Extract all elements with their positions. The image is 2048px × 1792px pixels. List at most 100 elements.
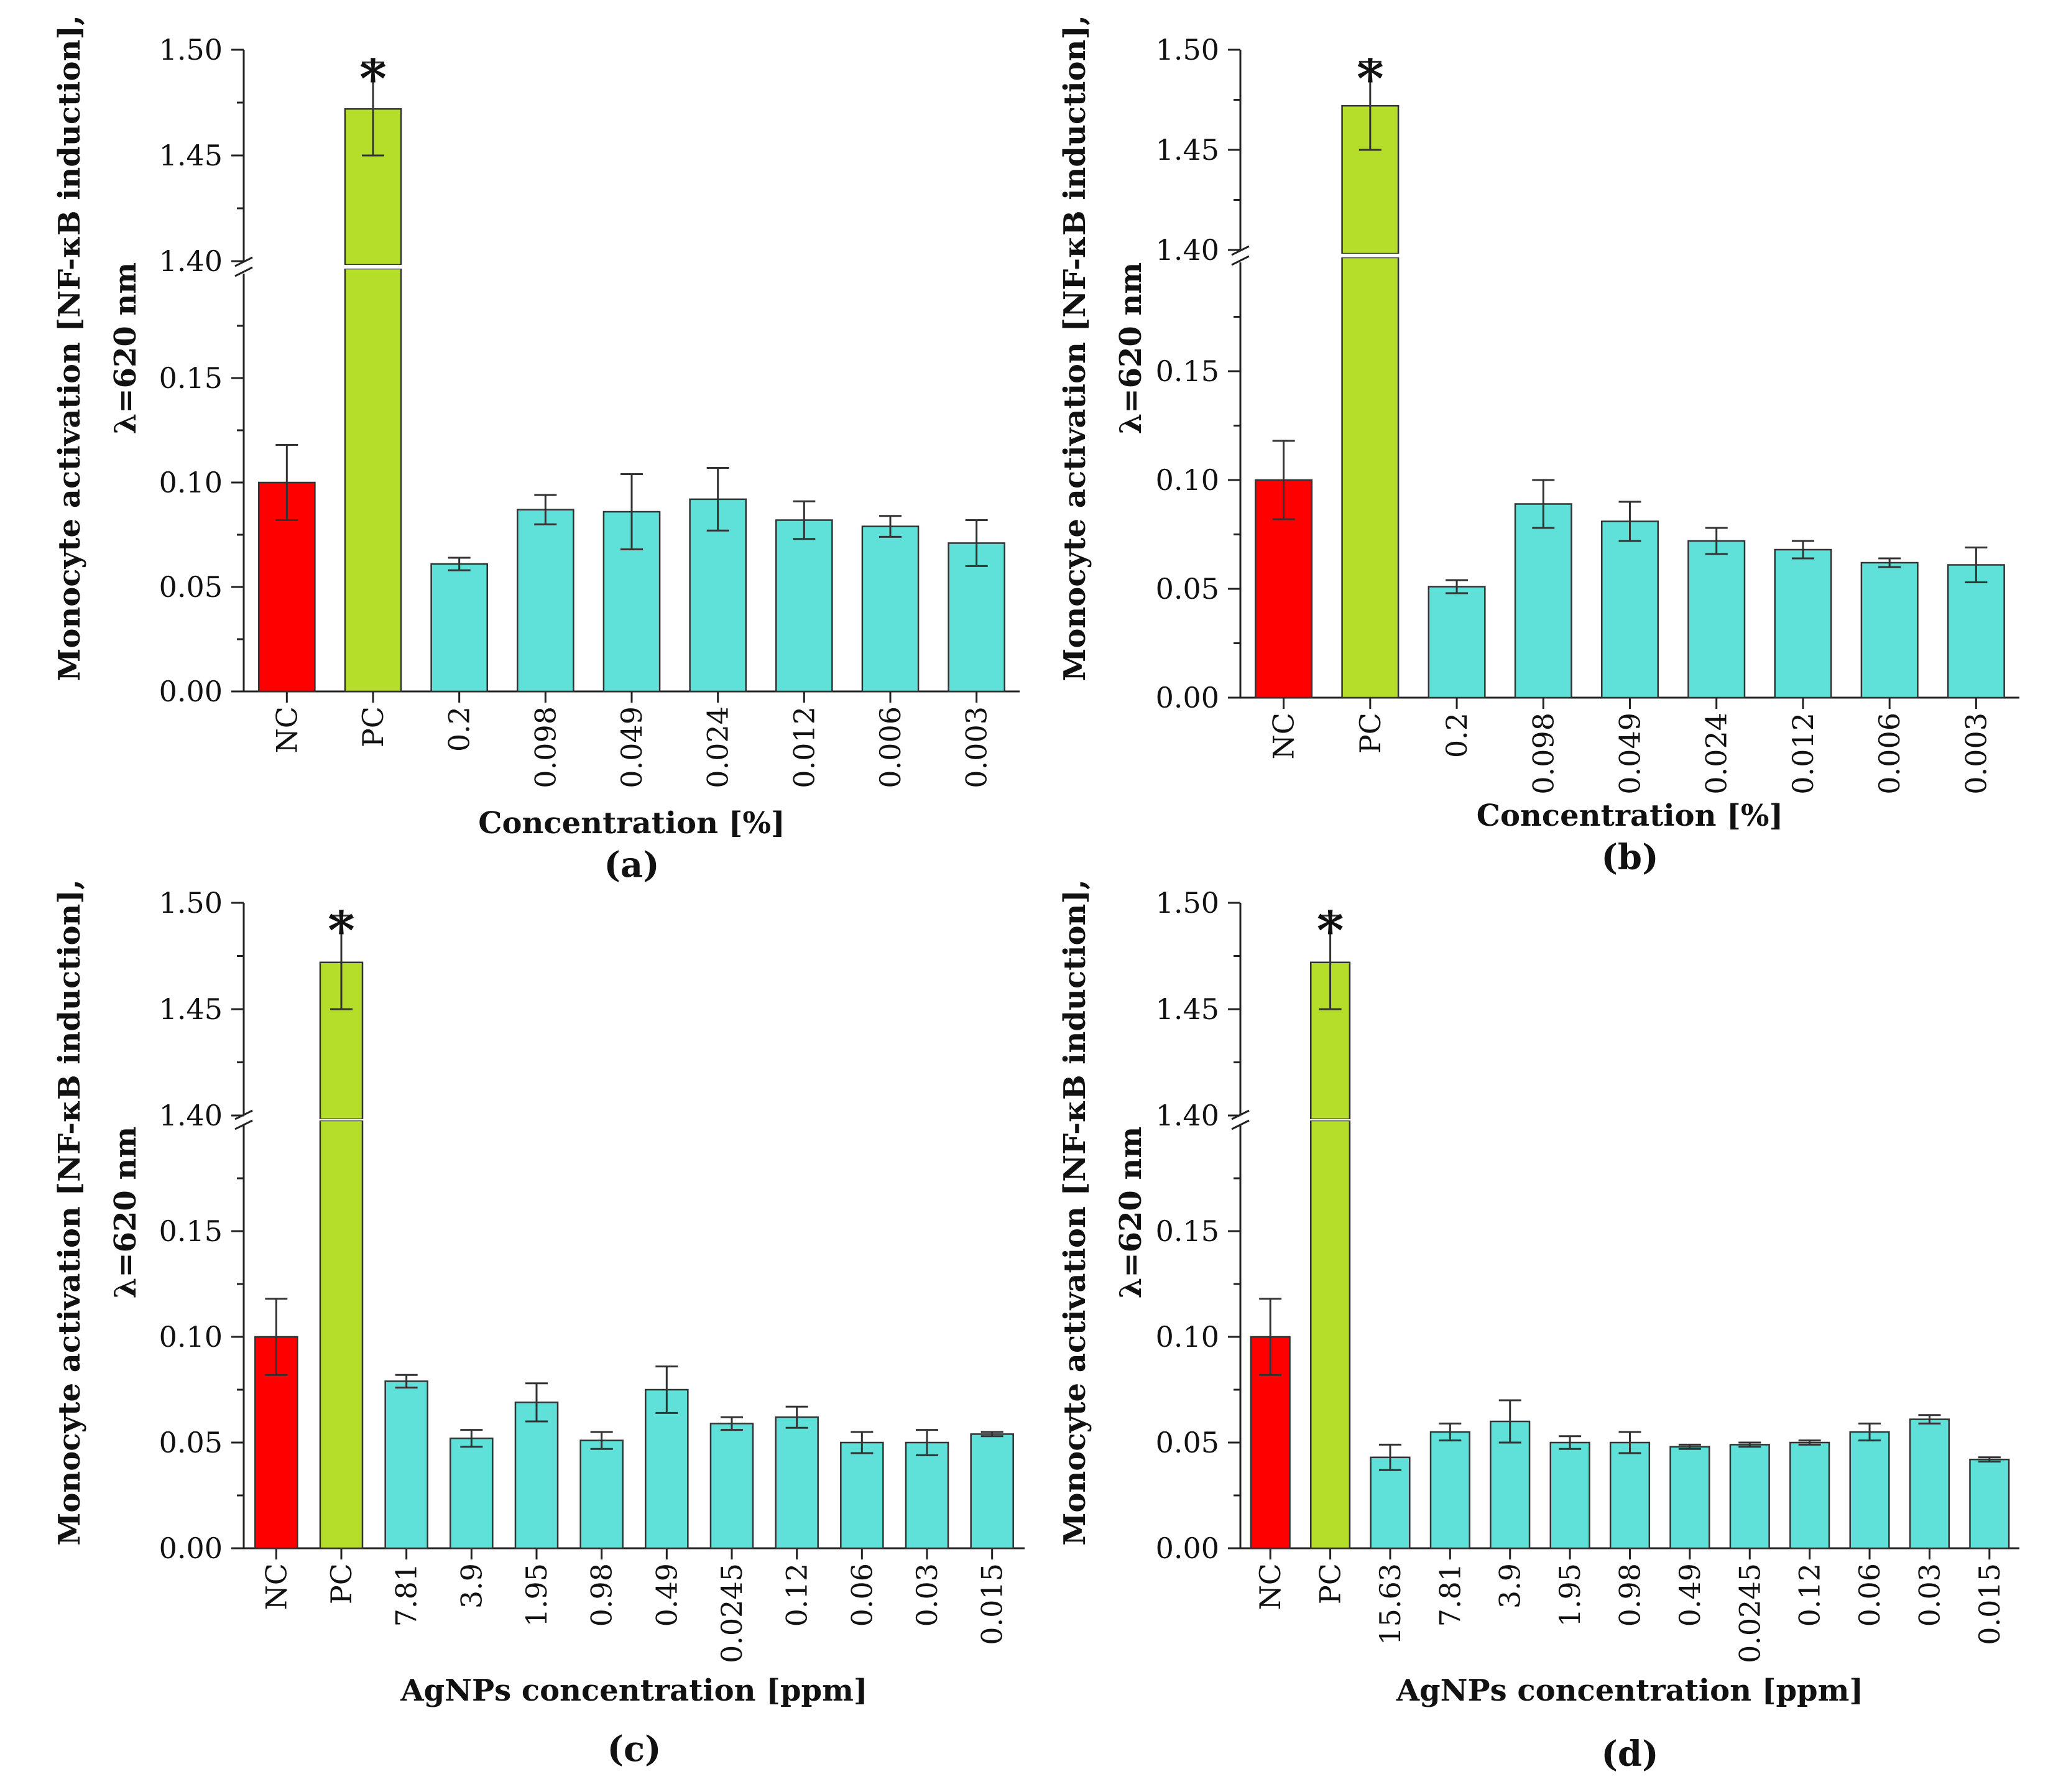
y-axis-title-line2: λ=620 nm <box>1114 1127 1148 1298</box>
x-tick-label: 0.12 <box>1793 1563 1827 1627</box>
panel-label: (a) <box>604 844 659 885</box>
error-bar <box>706 466 729 532</box>
error-bar <box>1378 1443 1401 1471</box>
y-tick-label: 1.50 <box>1156 33 1219 67</box>
bar-0.012 <box>1774 548 1832 699</box>
error-bar <box>1965 547 1988 583</box>
error-bar <box>655 1365 678 1414</box>
y-tick-label: 0.05 <box>1156 572 1219 606</box>
significance-marker: * <box>1357 48 1384 109</box>
error-bar <box>1498 1399 1521 1444</box>
error-bar <box>1918 1414 1941 1425</box>
error-bar <box>1705 527 1728 555</box>
x-tick-label: 0.003 <box>1959 713 1993 795</box>
x-tick-label: 0.98 <box>1613 1563 1647 1627</box>
bar-pc-lower <box>1341 256 1400 699</box>
bar-pc-lower <box>1310 1119 1351 1550</box>
bar-0.003 <box>1947 564 2005 699</box>
error-bar <box>590 1431 613 1450</box>
x-axis-title: Concentration [%] <box>1477 798 1783 833</box>
chart-panel-b: 0.00 0.05 0.10 0.15 1.40 1.45 1.50 NC * PC 0.2 0.09… <box>1058 15 2019 878</box>
y-tick-label: 1.45 <box>1156 992 1219 1026</box>
error-bar <box>793 500 816 540</box>
x-tick-label: 0.015 <box>1973 1563 2006 1645</box>
bar-break-gap <box>1309 1119 1352 1120</box>
error-bar <box>980 1431 1003 1438</box>
error-bar <box>1791 540 1814 560</box>
bar-0.2 <box>1428 586 1486 699</box>
x-tick-label: 0.12 <box>780 1563 814 1627</box>
error-bar <box>1259 1298 1282 1376</box>
x-tick-label: 0.03 <box>910 1563 944 1627</box>
y-axis-title-line1: Monocyte activation [NF-κB induction], <box>1058 15 1092 681</box>
chart-panel-a: 0.00 0.05 0.10 0.15 1.40 1.45 1.50 NC * PC 0.2 0.09… <box>52 15 1020 885</box>
x-tick-label: 7.81 <box>390 1563 423 1627</box>
bar-0.003 <box>948 542 1005 693</box>
bar-0.015 <box>1969 1458 2010 1550</box>
y-tick-label: 0.15 <box>159 1214 223 1248</box>
error-bar <box>265 1298 288 1376</box>
bar-0.98 <box>579 1439 624 1550</box>
bar-pc-lower <box>344 267 402 693</box>
x-tick-label: 0.015 <box>976 1563 1009 1645</box>
y-tick-label: 0.00 <box>159 1531 223 1565</box>
x-tick-label: 0.024 <box>1700 713 1733 795</box>
bar-0.03 <box>1909 1418 1950 1550</box>
x-tick-label: 3.9 <box>1493 1563 1527 1609</box>
significance-marker: * <box>328 900 355 961</box>
x-tick-label: 0.012 <box>787 706 821 788</box>
bar-0.2 <box>430 563 488 693</box>
y-tick-label: 1.45 <box>1156 133 1219 167</box>
x-tick-label: 3.9 <box>454 1563 488 1609</box>
bar-break-gap <box>1340 254 1401 257</box>
x-axis-title: AgNPs concentration [ppm] <box>400 1673 867 1708</box>
error-bar <box>1618 1431 1641 1454</box>
bar-0.024 <box>689 498 747 693</box>
error-bar <box>1446 579 1469 594</box>
error-bar <box>1978 1456 2001 1463</box>
y-tick-label: 0.15 <box>159 361 223 395</box>
x-tick-label: 0.006 <box>874 706 907 788</box>
error-bar <box>916 1429 938 1456</box>
axis-break-mark <box>1231 255 1250 266</box>
error-bar <box>721 1416 743 1431</box>
significance-marker: * <box>359 48 387 109</box>
significance-marker: * <box>1317 900 1344 961</box>
x-tick-label: NC <box>259 1563 293 1610</box>
y-axis-title-line2: λ=620 nm <box>108 1127 143 1298</box>
error-bar <box>1559 1435 1582 1450</box>
x-tick-label: 0.49 <box>650 1563 683 1627</box>
error-bar <box>1878 557 1901 568</box>
bar-0.049 <box>1601 520 1659 699</box>
error-bar <box>525 1382 548 1423</box>
chart-panel-d: 0.00 0.05 0.10 0.15 1.40 1.45 1.50 NC * PC 15.63 7.… <box>1058 879 2019 1775</box>
bar-pc-lower <box>319 1119 364 1550</box>
error-bar <box>1358 60 1381 151</box>
bar-0.006 <box>861 525 920 693</box>
y-tick-label: 0.05 <box>159 1426 223 1459</box>
error-bar <box>1678 1443 1701 1450</box>
x-tick-label: 0.49 <box>1673 1563 1707 1627</box>
bar-7.81 <box>1429 1431 1470 1550</box>
bar-0.012 <box>775 519 833 693</box>
y-tick-label: 1.40 <box>159 1099 223 1132</box>
x-tick-label: 0.098 <box>1526 713 1560 795</box>
x-tick-label: 0.006 <box>1873 713 1906 795</box>
x-tick-label: 0.012 <box>1786 713 1820 795</box>
y-tick-label: 1.40 <box>1156 233 1219 267</box>
bar-0.06 <box>1849 1431 1890 1550</box>
bar-0.098 <box>517 509 574 693</box>
y-tick-label: 1.45 <box>159 139 223 172</box>
y-tick-label: 0.00 <box>1156 1531 1219 1565</box>
bar-0.0245 <box>1729 1444 1770 1550</box>
x-tick-label: PC <box>325 1563 358 1604</box>
bar-0.0245 <box>709 1423 754 1550</box>
error-bar <box>1439 1422 1462 1442</box>
y-tick-label: 1.40 <box>159 244 223 278</box>
x-tick-label: NC <box>1267 713 1301 759</box>
x-tick-label: 0.2 <box>443 706 476 752</box>
error-bar <box>1738 1441 1761 1448</box>
x-tick-label: 15.63 <box>1373 1563 1407 1645</box>
x-tick-label: 0.2 <box>1440 713 1474 758</box>
